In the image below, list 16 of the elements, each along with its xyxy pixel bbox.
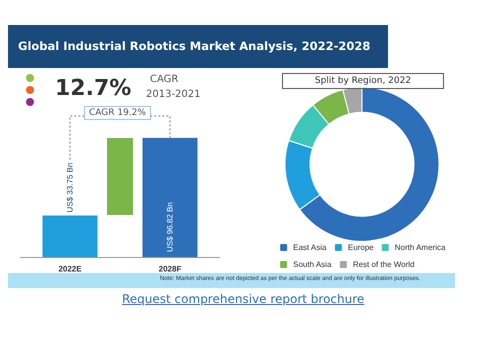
legend-label: North America (394, 243, 446, 252)
text: 2013-2021 (146, 89, 201, 100)
data-label: US$ 33.75 Bn (66, 162, 74, 212)
legend-label: South Asia (293, 260, 332, 269)
legend-label: Europe (348, 243, 374, 252)
text: Request comprehensive report brochure (122, 292, 364, 306)
chart-title: Split by Region, 2022 (282, 73, 444, 89)
text: CAGR (150, 74, 178, 85)
chart-title: Global Industrial Robotics Market Analysis, 2022-2028 (8, 25, 388, 68)
data-label: US$ 96.82 Bn (166, 202, 174, 252)
text: CAGR 19.2% (84, 106, 151, 120)
legend-label: Rest of the World (352, 260, 414, 269)
legend-label: East Asia (293, 243, 328, 252)
text: 12.7% (55, 76, 132, 101)
x-tick-label: 2022E (58, 264, 82, 274)
x-tick-label: 2028F (158, 264, 182, 274)
